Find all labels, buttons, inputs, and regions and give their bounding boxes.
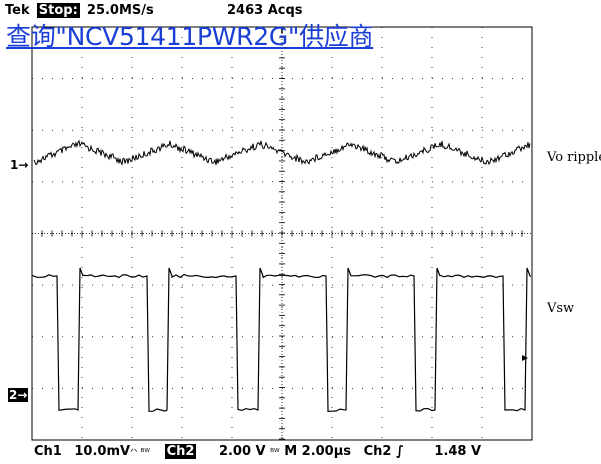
trigger-level: 1.48 V [434, 444, 482, 459]
ch2-scale: 2.00 V [218, 444, 266, 459]
vsw-label: Vsw [547, 301, 575, 316]
ch2-label: Ch2 [164, 444, 197, 459]
acquisition-state-badge: Stop: [36, 3, 80, 18]
trigger-source: Ch2 [363, 444, 392, 459]
graticule [31, 26, 533, 441]
supplier-query-link[interactable]: 查询"NCV51411PWR2G"供应商 [6, 22, 374, 51]
ch1-ground-marker: 1→ [10, 158, 29, 172]
ch1-waveform [33, 139, 531, 166]
scope-header: Tek Stop: 25.0MS/s 2463 Acqs [5, 3, 303, 18]
ch2-ground-marker: 2→ [8, 388, 29, 402]
sample-rate-readout: 25.0MS/s [86, 3, 154, 18]
ch2-waveform [32, 267, 531, 413]
ch1-coupling-icon: ᐟᐠ ᴮᵂ [130, 448, 151, 458]
acquisition-count: 2463 Acqs [227, 3, 303, 18]
timebase-readout: M 2.00µs [284, 444, 352, 459]
trigger-slope-icon: ∫ [395, 444, 404, 459]
ch1-label: Ch1 [34, 444, 62, 459]
ch2-bandwidth-icon: ᴮᵂ [270, 448, 280, 458]
brand-label: Tek [5, 3, 30, 18]
scope-status-bar: Ch1 10.0mVᐟᐠ ᴮᵂ Ch2 2.00 V ᴮᵂ M 2.00µs C… [34, 444, 481, 459]
vo-ripple-label: Vo ripple [547, 150, 601, 165]
trigger-level-arrow [522, 355, 528, 361]
ch1-scale: 10.0mV [74, 444, 131, 459]
